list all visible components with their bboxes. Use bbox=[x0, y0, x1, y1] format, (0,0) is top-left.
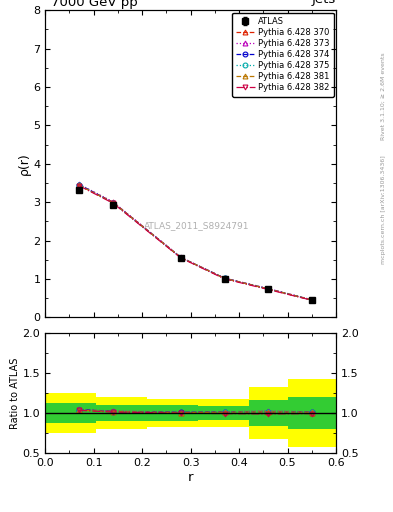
Pythia 6.428 381 bbox=[111, 200, 116, 206]
Text: Rivet 3.1.10; ≥ 2.6M events: Rivet 3.1.10; ≥ 2.6M events bbox=[381, 52, 386, 140]
Pythia 6.428 382 bbox=[77, 183, 81, 189]
Pythia 6.428 381 bbox=[77, 182, 81, 188]
Pythia 6.428 375 bbox=[222, 275, 227, 282]
Pythia 6.428 381 bbox=[178, 254, 183, 261]
Pythia 6.428 374 bbox=[77, 182, 81, 188]
Pythia 6.428 382 bbox=[178, 255, 183, 261]
Pythia 6.428 374 bbox=[111, 200, 116, 206]
Text: mcplots.cern.ch [arXiv:1306.3436]: mcplots.cern.ch [arXiv:1306.3436] bbox=[381, 156, 386, 264]
Pythia 6.428 370 bbox=[309, 297, 314, 303]
Y-axis label: ρ(r): ρ(r) bbox=[17, 153, 30, 175]
Pythia 6.428 370 bbox=[77, 182, 81, 188]
Pythia 6.428 382 bbox=[266, 286, 270, 292]
Pythia 6.428 370 bbox=[111, 199, 116, 205]
Pythia 6.428 374 bbox=[266, 286, 270, 292]
Pythia 6.428 373 bbox=[309, 296, 314, 303]
Pythia 6.428 382 bbox=[222, 276, 227, 282]
Line: Pythia 6.428 370: Pythia 6.428 370 bbox=[77, 183, 314, 303]
Line: Pythia 6.428 374: Pythia 6.428 374 bbox=[77, 182, 314, 302]
Pythia 6.428 382 bbox=[111, 200, 116, 206]
Pythia 6.428 375 bbox=[309, 297, 314, 303]
Pythia 6.428 373 bbox=[178, 254, 183, 261]
Pythia 6.428 374 bbox=[178, 254, 183, 261]
Y-axis label: Ratio to ATLAS: Ratio to ATLAS bbox=[10, 357, 20, 429]
Pythia 6.428 374 bbox=[309, 297, 314, 303]
Pythia 6.428 375 bbox=[111, 200, 116, 206]
Line: Pythia 6.428 375: Pythia 6.428 375 bbox=[77, 182, 314, 303]
Pythia 6.428 375 bbox=[178, 254, 183, 261]
X-axis label: r: r bbox=[188, 471, 193, 484]
Line: Pythia 6.428 381: Pythia 6.428 381 bbox=[77, 183, 314, 302]
Line: Pythia 6.428 373: Pythia 6.428 373 bbox=[77, 182, 314, 302]
Pythia 6.428 370 bbox=[222, 275, 227, 282]
Pythia 6.428 375 bbox=[266, 286, 270, 292]
Pythia 6.428 381 bbox=[309, 297, 314, 303]
Pythia 6.428 381 bbox=[266, 286, 270, 292]
Pythia 6.428 382 bbox=[309, 297, 314, 303]
Pythia 6.428 373 bbox=[266, 286, 270, 292]
Pythia 6.428 381 bbox=[222, 275, 227, 282]
Pythia 6.428 373 bbox=[111, 199, 116, 205]
Pythia 6.428 370 bbox=[178, 254, 183, 261]
Pythia 6.428 373 bbox=[222, 275, 227, 281]
Legend: ATLAS, Pythia 6.428 370, Pythia 6.428 373, Pythia 6.428 374, Pythia 6.428 375, P: ATLAS, Pythia 6.428 370, Pythia 6.428 37… bbox=[232, 13, 334, 97]
Pythia 6.428 374 bbox=[222, 275, 227, 282]
Line: Pythia 6.428 382: Pythia 6.428 382 bbox=[77, 183, 314, 303]
Pythia 6.428 370 bbox=[266, 286, 270, 292]
Text: ATLAS_2011_S8924791: ATLAS_2011_S8924791 bbox=[144, 221, 249, 230]
Text: 7000 GeV pp: 7000 GeV pp bbox=[51, 0, 138, 9]
Pythia 6.428 373 bbox=[77, 181, 81, 187]
Text: Jets: Jets bbox=[312, 0, 336, 6]
Pythia 6.428 375 bbox=[77, 182, 81, 188]
